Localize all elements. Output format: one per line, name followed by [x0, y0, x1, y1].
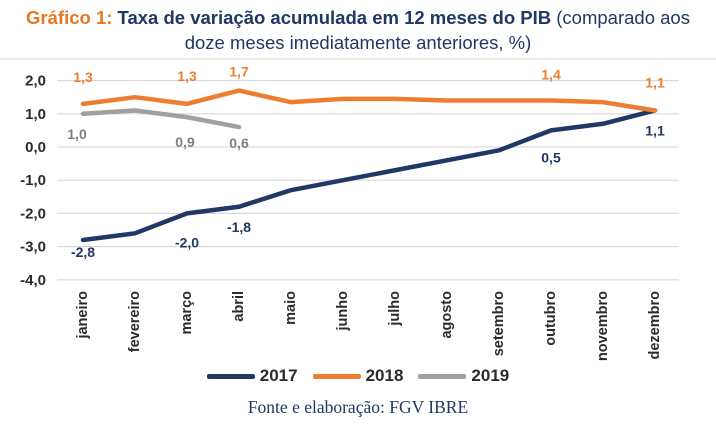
x-axis-month-label: fevereiro	[127, 291, 143, 352]
legend-label-2018: 2018	[365, 366, 404, 385]
data-label-2017: 0,5	[541, 149, 561, 165]
x-axis-month-label: novembro	[595, 291, 611, 361]
series-line-2019	[80, 108, 242, 130]
source-attribution: Fonte e elaboração: FGV IBRE	[247, 397, 469, 417]
data-label-2017: -2,0	[175, 234, 199, 250]
chart-title-paren-end: doze meses imediatamente anteriores, %)	[184, 32, 532, 53]
chart-title-line1: Gráfico 1: Taxa de variação acumulada em…	[0, 5, 716, 30]
y-axis-tick-label: -2,0	[20, 205, 46, 222]
series-line-2018	[80, 88, 658, 113]
y-axis-tick-label: 2,0	[25, 73, 46, 90]
data-label-2017: -1,8	[227, 219, 251, 235]
x-axis-month-label: julho	[387, 291, 403, 327]
x-axis-month-label: outubro	[543, 291, 559, 346]
data-label-2018: 1,4	[541, 67, 561, 83]
data-label-2019: 0,6	[229, 135, 249, 151]
x-axis-month-label: dezembro	[647, 291, 663, 360]
data-label-2019: 1,0	[67, 126, 87, 142]
chart-title: Gráfico 1: Taxa de variação acumulada em…	[0, 0, 716, 58]
chart-number-label: Gráfico 1:	[26, 7, 113, 28]
data-label-2018: 1,1	[645, 74, 665, 90]
y-axis-tick-label: 1,0	[25, 106, 46, 123]
data-label-2018: 1,3	[73, 69, 93, 85]
data-label-2018: 1,7	[229, 64, 249, 80]
x-axis-month-label: setembro	[491, 291, 507, 356]
data-label-2017: 1,1	[645, 122, 665, 138]
x-axis-month-label: abril	[231, 291, 247, 322]
data-label-2017: -2,8	[71, 244, 95, 260]
legend-swatch-2018	[312, 373, 361, 379]
y-axis-tick-label: -1,0	[20, 172, 46, 189]
legend-label-2017: 2017	[259, 366, 298, 385]
legend-item-2017: 2017	[206, 366, 298, 386]
chart-title-line2: doze meses imediatamente anteriores, %)	[0, 30, 716, 55]
x-axis-month-label: maio	[283, 291, 299, 325]
data-label-2019: 0,9	[175, 134, 195, 150]
x-axis-month-label: agosto	[439, 291, 455, 339]
x-axis-month-label: março	[179, 291, 195, 335]
legend-item-2019: 2019	[418, 366, 509, 386]
y-axis-tick-label: -4,0	[20, 272, 46, 289]
legend-swatch-2019	[418, 373, 467, 379]
legend-item-2018: 2018	[312, 366, 404, 386]
y-axis-tick-label: -3,0	[20, 239, 46, 256]
chart-title-paren-start: (comparado aos	[556, 7, 690, 28]
legend-swatch-2017	[206, 373, 255, 379]
data-label-2018: 1,3	[177, 68, 197, 84]
series-line-2017	[80, 108, 658, 243]
legend-label-2019: 2019	[471, 366, 510, 385]
chart-title-main: Taxa de variação acumulada em 12 meses d…	[117, 7, 552, 28]
line-chart-canvas: 2,0 1,0 0,0 -1,0 -2,0 -3,0 -4,0 janeiro fevereir…	[0, 58, 716, 361]
x-axis-month-label: janeiro	[75, 291, 91, 340]
x-axis-month-label: junho	[335, 291, 351, 332]
y-axis-tick-label: 0,0	[25, 139, 46, 156]
chart-legend: 2017 2018 2019	[0, 364, 716, 388]
